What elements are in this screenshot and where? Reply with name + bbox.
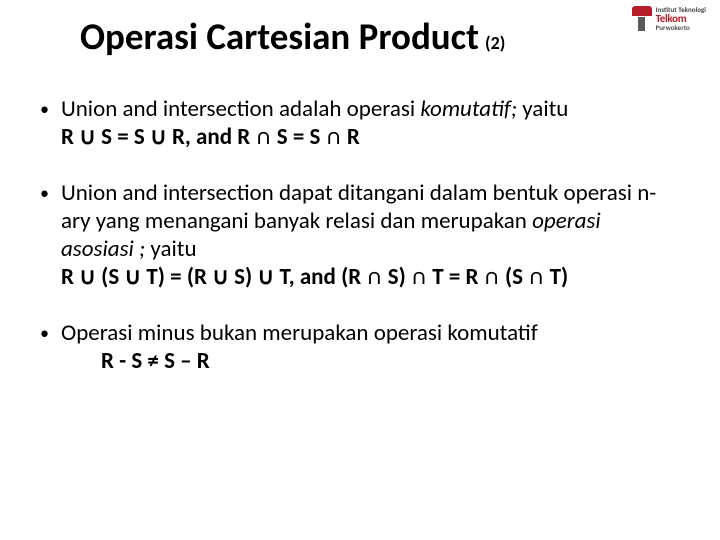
bullet-equation: R ∪ (S ∪ T) = (R ∪ S) ∪ T, and (R ∩ S) ∩… <box>61 263 660 291</box>
bullet-text: Union and intersection dapat ditangani d… <box>61 179 660 291</box>
bullet-item: • Union and intersection adalah operasi … <box>40 95 660 151</box>
bullet-dot-icon: • <box>40 99 49 121</box>
bullet-item: • Union and intersection dapat ditangani… <box>40 179 660 291</box>
bullet-lead: Operasi minus bukan merupakan operasi ko… <box>61 319 538 347</box>
title-main: Operasi Cartesian Product <box>80 14 479 59</box>
bullet-lead: Union and intersection adalah operasi <box>61 95 420 123</box>
bullet-text: Union and intersection adalah operasi ko… <box>61 95 660 151</box>
slide-title: Operasi Cartesian Product (2) <box>80 14 505 59</box>
bullet-dot-icon: • <box>40 323 49 345</box>
bullet-equation: R - S ≠ S – R <box>61 347 660 375</box>
bullet-tail: yaitu <box>517 95 568 123</box>
logo-text: Institut Teknologi Telkom Purwokerto <box>656 6 706 31</box>
bullet-text: Operasi minus bukan merupakan operasi ko… <box>61 319 660 375</box>
slide-body: • Union and intersection adalah operasi … <box>40 95 660 403</box>
logo-mark-icon <box>632 6 652 31</box>
bullet-equation: R ∪ S = S ∪ R, and R ∩ S = S ∩ R <box>61 123 660 151</box>
bullet-dot-icon: • <box>40 183 49 205</box>
slide: Operasi Cartesian Product (2) Institut Te… <box>0 0 720 540</box>
bullet-tail: yaitu <box>145 235 196 263</box>
institution-logo: Institut Teknologi Telkom Purwokerto <box>632 6 706 31</box>
title-sub: (2) <box>485 32 505 54</box>
bullet-item: • Operasi minus bukan merupakan operasi … <box>40 319 660 375</box>
logo-line3: Purwokerto <box>656 24 706 31</box>
bullet-italic: komutatif; <box>420 95 517 123</box>
